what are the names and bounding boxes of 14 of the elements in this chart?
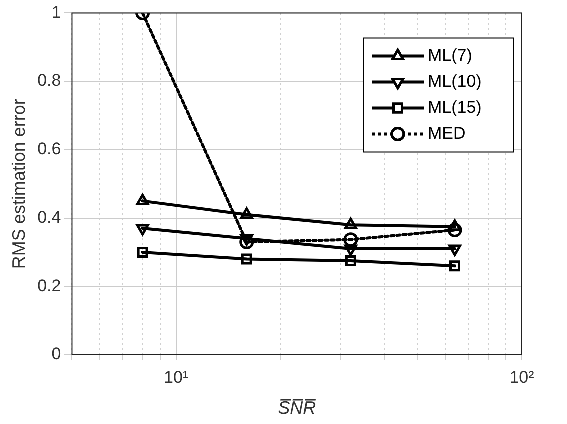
legend-label: ML(10) xyxy=(428,72,482,91)
y-tick-label: 0.6 xyxy=(38,140,62,159)
x-tick-label: 10¹ xyxy=(164,368,189,387)
legend-label: ML(15) xyxy=(428,98,482,117)
y-tick-label: 0.4 xyxy=(38,208,62,227)
y-tick-label: 1 xyxy=(52,2,62,22)
y-tick-label: 0.2 xyxy=(38,276,62,296)
y-tick-label: 0 xyxy=(52,344,62,364)
legend-label: MED xyxy=(428,124,466,143)
x-axis-title: S̅N̅R̅ xyxy=(278,398,317,418)
legend-label: ML(7) xyxy=(428,46,472,65)
y-axis-title: RMS estimation error xyxy=(8,99,29,270)
x-tick-label: 10² xyxy=(510,368,535,387)
y-tick-label: 0.8 xyxy=(38,71,62,90)
